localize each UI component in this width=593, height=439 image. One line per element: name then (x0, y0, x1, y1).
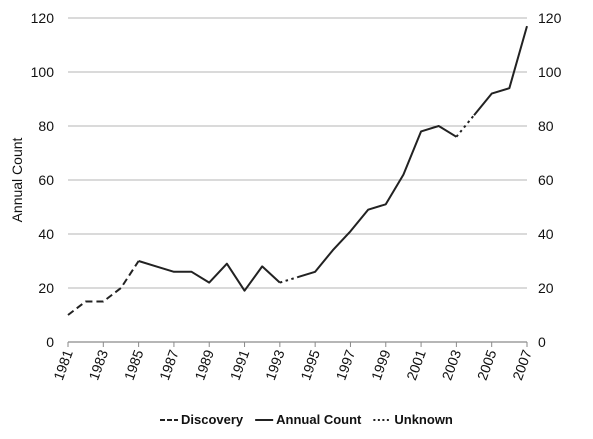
x-tick-label: 1991 (227, 347, 253, 382)
x-tick-label: 1993 (262, 347, 288, 382)
x-tick-label: 1995 (297, 347, 323, 382)
y-tick-label-right: 80 (538, 118, 554, 134)
y-tick-label-left: 120 (31, 10, 55, 26)
y-tick-label-left: 80 (38, 118, 54, 134)
legend-label-0: Discovery (181, 412, 244, 427)
x-tick-label: 1999 (368, 347, 394, 382)
x-tick-label: 1987 (156, 347, 182, 382)
series-line-dotted-4 (455, 114, 475, 138)
y-tick-label-right: 100 (538, 64, 562, 80)
series-line-solid-1 (138, 260, 281, 292)
x-tick-label: 1981 (50, 347, 76, 382)
y-tick-label-left: 40 (38, 226, 54, 242)
x-tick-label: 2001 (403, 347, 429, 382)
x-tick-label: 2003 (439, 347, 465, 382)
y-tick-label-left: 0 (46, 334, 54, 350)
series-line-dashed-0 (67, 260, 140, 316)
series-line-solid-5 (473, 25, 528, 116)
y-tick-label-left: 60 (38, 172, 54, 188)
x-tick-label: 1983 (85, 347, 111, 382)
x-tick-label: 2005 (474, 347, 500, 382)
y-tick-label-right: 0 (538, 334, 546, 350)
y-axis-title: Annual Count (9, 137, 25, 222)
y-tick-label-right: 20 (538, 280, 554, 296)
legend-label-1: Annual Count (276, 412, 362, 427)
series-line-solid-3 (297, 125, 457, 279)
series-line-dotted-2 (279, 276, 298, 284)
y-tick-label-right: 120 (538, 10, 562, 26)
y-tick-label-left: 20 (38, 280, 54, 296)
legend-label-2: Unknown (394, 412, 453, 427)
x-tick-label: 1997 (333, 347, 359, 382)
y-tick-label-right: 40 (538, 226, 554, 242)
x-tick-label: 1989 (191, 347, 217, 382)
x-tick-label: 2007 (509, 347, 535, 382)
y-tick-label-left: 100 (31, 64, 55, 80)
y-tick-label-right: 60 (538, 172, 554, 188)
x-tick-label: 1985 (121, 347, 147, 382)
